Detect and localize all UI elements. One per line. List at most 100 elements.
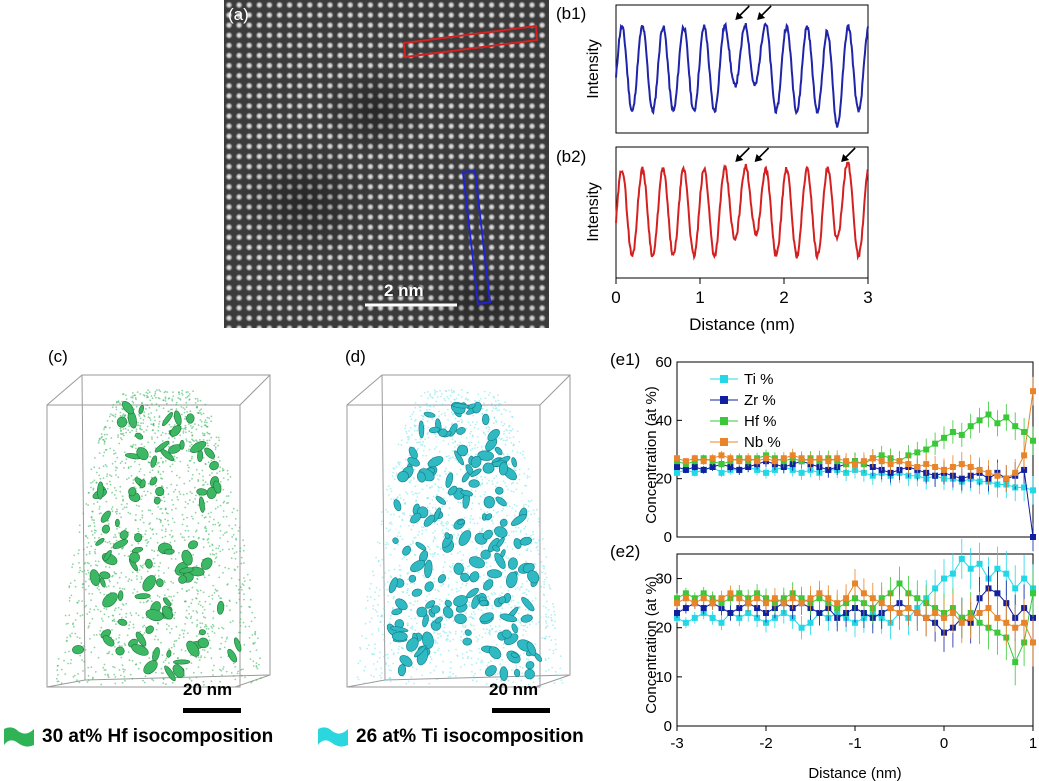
data-point [1003,414,1010,421]
data-point [1003,570,1010,577]
xtick-label: -3 [670,735,683,752]
data-point [691,600,698,607]
data-point [709,455,716,462]
data-point [852,461,858,468]
stem-scale-bar-label: 2 nm [384,281,424,300]
data-point [967,423,974,430]
legend-entry: Nb % [710,434,781,451]
b2-xticks: 0 1 2 3 [611,278,873,307]
e1-ylabel: Concentration (at %) [643,386,660,524]
panel-label-e1: (e1) [610,350,641,369]
legend-ti: 26 at% Ti isocomposition [316,722,584,752]
apt-d-scale-label: 20 nm [489,680,539,699]
data-point [1030,614,1036,621]
data-point [691,455,698,462]
data-point [807,619,814,626]
data-point [941,466,947,473]
data-point [958,431,965,438]
ytick-label: 20 [655,620,672,637]
data-point [1021,466,1028,473]
legend-entry: Zr % [710,392,776,409]
data-point [709,464,716,470]
data-point [727,464,734,470]
b2-ylabel: Intensity [585,182,602,242]
data-point [1030,534,1036,540]
xtick-label: -2 [759,735,772,752]
panel-label-a: (a) [228,5,249,24]
data-point [932,609,939,616]
data-point [852,580,858,587]
data-point [905,461,912,468]
e2-xlabel: Distance (nm) [808,765,901,781]
data-point [878,600,885,607]
data-point [682,595,689,602]
apt-ti-svg [346,374,571,688]
b2-xtick-label: 1 [695,288,704,307]
data-point [682,619,689,626]
b2-xlabel: Distance (nm) [689,315,795,334]
legend-ti-label: 26 at% Ti isocomposition [356,726,584,747]
ytick-label: 10 [655,669,672,686]
data-point [754,614,761,621]
data-point [1021,619,1028,626]
data-point [976,609,983,616]
red-profile-box [402,24,539,59]
data-point [700,595,707,602]
data-point [860,458,867,465]
data-point [780,455,787,462]
legend-label: Nb % [744,434,781,451]
data-point [923,614,930,621]
data-point [709,600,716,607]
data-point [985,605,992,612]
data-point [949,464,956,470]
data-point [816,590,823,597]
data-point [816,609,823,616]
xtick-label: 1 [1029,735,1037,752]
data-point [967,614,974,621]
contrast-patch [234,140,374,260]
contrast-patch [424,260,544,328]
data-point [843,458,850,465]
data-point [763,469,769,476]
data-point [1012,624,1019,631]
data-point [798,469,805,476]
apt-atom-cloud [56,389,262,686]
apt-bounding-box [346,374,571,688]
hf-iso-swatch-icon [2,725,36,749]
data-point [736,458,743,465]
data-point [674,469,680,476]
b1-series-line [615,21,869,128]
data-point [736,595,743,602]
data-point [1030,487,1036,494]
panel-label-b1: (b1) [556,4,587,23]
data-point [674,609,680,616]
e1-axes: 0 20 40 60 [655,355,682,546]
data-point [1012,659,1019,666]
data-point [771,595,778,602]
b2-xtick-label: 2 [779,288,788,307]
data-point [985,469,992,476]
apt-c-scale-bar [183,708,241,713]
data-point [843,595,850,602]
data-point [754,595,761,602]
ytick-label: 0 [664,718,672,735]
blue-profile-box [461,169,492,306]
data-point [1021,452,1028,459]
data-point [789,595,796,602]
data-point [949,429,956,435]
b2-xtick-label: 0 [611,288,620,307]
data-point [941,614,947,621]
data-point [718,461,725,468]
legend-entry: Ti % [710,371,773,388]
data-point [682,605,689,612]
data-point [798,455,805,462]
data-point [887,605,894,612]
data-point [682,466,689,473]
e2-plot [674,538,1036,686]
data-point [923,446,930,453]
data-point [691,464,698,470]
data-point [967,464,974,470]
ytick-label: 60 [655,355,672,371]
data-point [1003,619,1010,626]
data-point [718,469,725,476]
